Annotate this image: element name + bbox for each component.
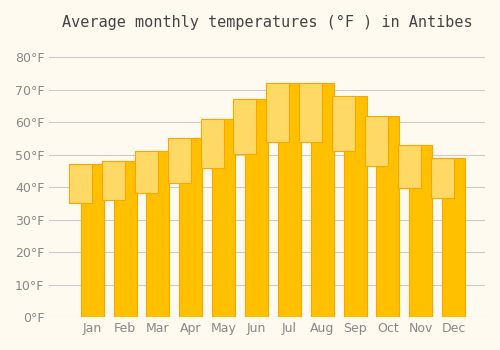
Bar (69, 164, 92, 203)
Bar (114, 161, 136, 317)
Bar (299, 83, 322, 142)
Bar (398, 145, 421, 188)
Bar (200, 119, 224, 168)
Bar (212, 119, 235, 317)
Title: Average monthly temperatures (°F ) in Antibes: Average monthly temperatures (°F ) in An… (62, 15, 472, 30)
Bar (245, 99, 268, 317)
Bar (278, 83, 301, 317)
Bar (234, 99, 256, 154)
Bar (180, 138, 203, 317)
Bar (102, 161, 125, 200)
Bar (135, 152, 158, 193)
Bar (146, 152, 170, 317)
Bar (310, 83, 334, 317)
Bar (410, 145, 432, 317)
Bar (266, 83, 289, 142)
Bar (332, 96, 355, 152)
Bar (344, 96, 366, 317)
Bar (365, 116, 388, 166)
Bar (80, 164, 104, 317)
Bar (430, 158, 454, 198)
Bar (442, 158, 465, 317)
Bar (168, 138, 191, 183)
Bar (376, 116, 400, 317)
